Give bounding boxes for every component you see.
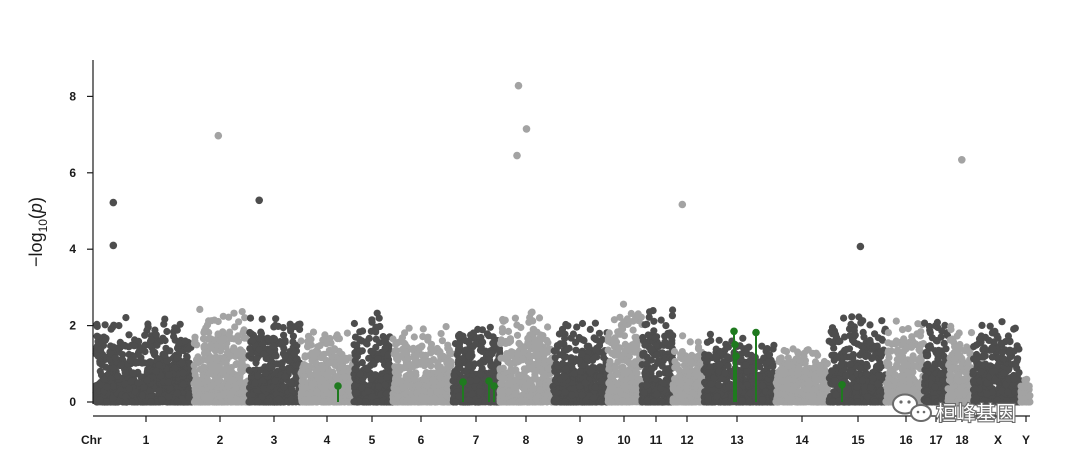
snp-cloud-chr-3 xyxy=(245,314,304,406)
x-prefix-label: Chr xyxy=(81,433,102,447)
top-hit-point xyxy=(255,196,263,205)
x-tick-label-chr-1: 1 xyxy=(143,433,150,447)
y-tick-label: 2 xyxy=(69,319,76,333)
snp-cloud-chr-Y xyxy=(1017,375,1034,406)
snp-cloud-chr-9 xyxy=(549,319,612,406)
highlight-point xyxy=(730,327,738,336)
x-tick-label-chr-13: 13 xyxy=(730,433,744,447)
x-tick-label-chr-X: X xyxy=(994,433,1002,447)
highlight-point xyxy=(732,352,740,361)
highlight-point xyxy=(838,381,846,389)
snp-cloud-chr-8 xyxy=(496,308,557,406)
x-tick-label-chr-11: 11 xyxy=(650,433,663,447)
y-tick-label: 4 xyxy=(69,242,76,256)
snp-cloud-chr-16 xyxy=(882,317,928,406)
x-tick-label-chr-9: 9 xyxy=(577,433,584,447)
snp-cloud-chr-5 xyxy=(350,309,397,406)
top-hit-point xyxy=(214,131,223,140)
x-tick-label-chr-17: 17 xyxy=(929,433,943,447)
snp-cloud-chr-2 xyxy=(190,305,252,406)
top-hit-point xyxy=(513,151,521,160)
x-tick-label-chr-15: 15 xyxy=(851,433,865,447)
x-tick-label-chr-10: 10 xyxy=(617,433,631,447)
y-tick-label: 6 xyxy=(69,166,76,180)
y-tick-label: 0 xyxy=(69,395,76,409)
highlight-point xyxy=(459,378,467,386)
snp-cloud-chr-13 xyxy=(700,330,778,406)
top-hit-point xyxy=(958,156,966,164)
snp-cloud-chr-X xyxy=(969,318,1025,406)
top-hit-point xyxy=(856,242,865,251)
y-tick-label: 8 xyxy=(69,89,76,103)
axes: Chr −log10(p) xyxy=(26,60,1030,447)
watermark: 桓峰基因 xyxy=(892,393,1017,426)
snp-cloud-chr-4 xyxy=(297,328,357,406)
top-hit-point xyxy=(678,200,687,209)
x-tick-label-chr-6: 6 xyxy=(418,433,425,447)
x-tick-label-chr-12: 12 xyxy=(680,433,694,447)
snp-cloud-chr-17 xyxy=(920,318,952,406)
x-tick-label-chr-7: 7 xyxy=(473,433,480,447)
top-hit-point xyxy=(109,198,118,207)
y-ticks: 0 2 4 6 8 xyxy=(69,89,93,409)
highlight-point xyxy=(752,328,760,337)
x-tick-label-chr-5: 5 xyxy=(369,433,376,447)
top-hit-point xyxy=(109,241,118,250)
x-tick-label-chr-18: 18 xyxy=(955,433,969,447)
snp-cloud-chr-14 xyxy=(772,345,832,406)
highlighted-snps xyxy=(334,327,846,402)
snp-cloud-chr-1 xyxy=(92,314,196,406)
x-tick-label-chr-2: 2 xyxy=(217,433,224,447)
snp-cloud-chr-10 xyxy=(604,300,646,406)
snp-cloud-chr-6 xyxy=(389,323,456,406)
highlight-point xyxy=(490,382,498,390)
watermark-text: 桓峰基因 xyxy=(936,401,1016,425)
y-axis-title: −log10(p) xyxy=(26,197,50,267)
highlight-point xyxy=(334,382,342,390)
x-ticks: 1 2 3 4 5 6 7 8 9 10 11 12 13 14 15 16 17 18 X Y xyxy=(143,416,1030,447)
top-hit-point xyxy=(522,125,531,133)
highlight-point xyxy=(485,377,493,385)
top-hit-snps xyxy=(109,81,966,251)
wechat-icon xyxy=(892,393,932,422)
snp-cloud-chr-15 xyxy=(825,313,890,406)
x-tick-label-chr-3: 3 xyxy=(271,433,278,447)
snp-cloud-chr-7 xyxy=(449,323,504,406)
x-tick-label-chr-16: 16 xyxy=(899,433,913,447)
x-tick-label-chr-8: 8 xyxy=(523,433,530,447)
x-tick-label-chr-14: 14 xyxy=(795,433,809,447)
highlight-point xyxy=(731,340,739,349)
background-snps xyxy=(92,300,1034,406)
x-tick-label-chr-Y: Y xyxy=(1022,433,1030,447)
top-hit-point xyxy=(514,81,523,90)
x-tick-label-chr-4: 4 xyxy=(324,433,331,447)
